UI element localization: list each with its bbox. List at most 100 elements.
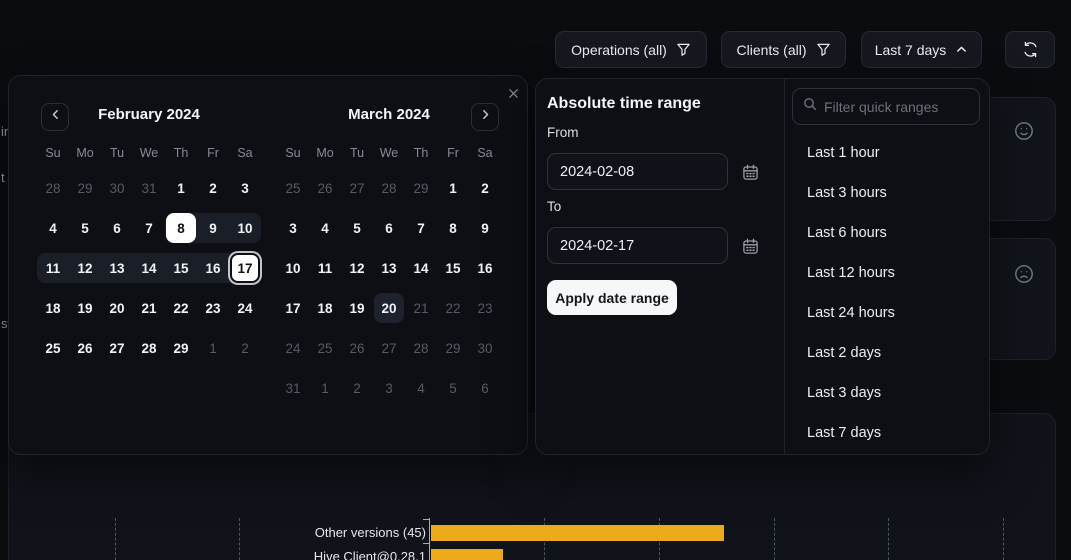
day-number: 27 xyxy=(349,180,365,196)
quick-range-item[interactable]: Last 3 days xyxy=(807,385,882,401)
day-grid: 28 29 30 31 1 2 3 4 5 6 7 8 9 10 11 12 13 14 15 16 17 18 19 20 2… xyxy=(37,168,261,368)
day-cell[interactable]: 4 xyxy=(309,208,341,248)
day-cell[interactable]: 15 xyxy=(437,248,469,288)
gridline xyxy=(115,518,116,560)
refresh-button[interactable] xyxy=(1005,31,1055,68)
day-cell[interactable]: 23 xyxy=(197,288,229,328)
day-number: 2 xyxy=(241,340,249,356)
to-label: To xyxy=(547,199,562,214)
day-cell[interactable]: 3 xyxy=(229,168,261,208)
day-cell[interactable]: 7 xyxy=(405,208,437,248)
from-date-input[interactable] xyxy=(547,153,728,190)
day-number: 2 xyxy=(481,180,489,196)
day-cell[interactable]: 4 xyxy=(37,208,69,248)
day-cell: 6 xyxy=(469,368,501,408)
clients-filter-button[interactable]: Clients (all) xyxy=(721,31,846,68)
day-cell[interactable]: 2 xyxy=(197,168,229,208)
day-number: 21 xyxy=(413,300,429,316)
day-cell[interactable]: 20 xyxy=(101,288,133,328)
quick-range-item[interactable]: Last 24 hours xyxy=(807,305,895,321)
day-cell[interactable]: 14 xyxy=(133,248,165,288)
weekday-label: Sa xyxy=(477,146,493,160)
day-number: 16 xyxy=(205,260,221,276)
day-cell[interactable]: 3 xyxy=(277,208,309,248)
day-cell[interactable]: 25 xyxy=(37,328,69,368)
day-cell[interactable]: 18 xyxy=(37,288,69,328)
day-cell[interactable]: 8 xyxy=(437,208,469,248)
quick-range-item[interactable]: Last 1 hour xyxy=(807,145,880,161)
filter-quick-ranges-input[interactable] xyxy=(824,98,969,115)
day-cell[interactable]: 17 xyxy=(277,288,309,328)
day-cell[interactable]: 28 xyxy=(133,328,165,368)
day-cell[interactable]: 19 xyxy=(69,288,101,328)
day-number: 8 xyxy=(166,213,196,243)
day-cell[interactable]: 27 xyxy=(101,328,133,368)
day-cell[interactable]: 12 xyxy=(69,248,101,288)
day-number: 1 xyxy=(449,180,457,196)
day-cell[interactable]: 5 xyxy=(69,208,101,248)
day-cell[interactable]: 20 xyxy=(373,288,405,328)
day-number: 23 xyxy=(477,300,493,316)
quick-range-item[interactable]: Last 6 hours xyxy=(807,225,887,241)
day-cell[interactable]: 22 xyxy=(165,288,197,328)
quick-range-item[interactable]: Last 12 hours xyxy=(807,265,895,281)
day-cell[interactable]: 5 xyxy=(341,208,373,248)
weekday-label: Th xyxy=(413,146,429,160)
day-cell: 2 xyxy=(341,368,373,408)
gridline xyxy=(774,518,775,560)
day-cell[interactable]: 6 xyxy=(373,208,405,248)
next-month-button[interactable] xyxy=(471,103,499,131)
day-cell[interactable]: 29 xyxy=(165,328,197,368)
day-cell[interactable]: 11 xyxy=(309,248,341,288)
quick-range-item[interactable]: Last 3 hours xyxy=(807,185,887,201)
day-cell[interactable]: 6 xyxy=(101,208,133,248)
day-cell[interactable]: 10 xyxy=(277,248,309,288)
day-cell[interactable]: 13 xyxy=(373,248,405,288)
day-cell: 30 xyxy=(101,168,133,208)
day-cell[interactable]: 26 xyxy=(69,328,101,368)
clipped-text-fragment: in xyxy=(1,124,12,139)
day-cell[interactable]: 21 xyxy=(133,288,165,328)
day-cell[interactable]: 16 xyxy=(197,248,229,288)
close-icon[interactable] xyxy=(505,85,521,101)
day-number: 26 xyxy=(77,340,93,356)
day-cell[interactable]: 15 xyxy=(165,248,197,288)
day-cell[interactable]: 12 xyxy=(341,248,373,288)
quick-range-item[interactable]: Last 2 days xyxy=(807,345,882,361)
calendar-icon[interactable] xyxy=(739,235,761,257)
day-number: 19 xyxy=(349,300,365,316)
day-cell[interactable]: 9 xyxy=(469,208,501,248)
day-cell[interactable]: 17 xyxy=(229,248,261,288)
day-cell[interactable]: 14 xyxy=(405,248,437,288)
day-cell[interactable]: 13 xyxy=(101,248,133,288)
operations-filter-button[interactable]: Operations (all) xyxy=(555,31,707,68)
range-band xyxy=(133,253,165,283)
day-number: 25 xyxy=(285,180,301,196)
calendar-month-march: Su Mo Tu We Th Fr Sa 25 26 27 28 29 1 2 3 4 5 6 7 8 9 10 11 12… xyxy=(277,141,501,408)
day-cell[interactable]: 7 xyxy=(133,208,165,248)
day-number: 12 xyxy=(77,260,93,276)
weekday-header: Su Mo Tu We Th Fr Sa xyxy=(277,141,501,165)
day-cell[interactable]: 24 xyxy=(229,288,261,328)
chart-y-axis xyxy=(429,518,430,560)
day-cell[interactable]: 1 xyxy=(165,168,197,208)
to-date-input[interactable] xyxy=(547,227,728,264)
day-cell[interactable]: 11 xyxy=(37,248,69,288)
day-cell[interactable]: 1 xyxy=(437,168,469,208)
previous-month-button[interactable] xyxy=(41,103,69,131)
day-cell[interactable]: 16 xyxy=(469,248,501,288)
quick-range-item[interactable]: Last 7 days xyxy=(807,425,882,441)
day-cell[interactable]: 18 xyxy=(309,288,341,328)
axis-tick xyxy=(423,543,429,544)
day-number: 27 xyxy=(381,340,397,356)
day-cell[interactable]: 8 xyxy=(165,208,197,248)
time-range-dropdown-button[interactable]: Last 7 days xyxy=(861,31,982,68)
day-number: 8 xyxy=(449,220,457,236)
day-cell[interactable]: 2 xyxy=(469,168,501,208)
day-cell[interactable]: 9 xyxy=(197,208,229,248)
day-cell[interactable]: 10 xyxy=(229,208,261,248)
calendar-icon[interactable] xyxy=(739,161,761,183)
day-number: 5 xyxy=(353,220,361,236)
apply-date-range-button[interactable]: Apply date range xyxy=(547,280,677,315)
day-cell[interactable]: 19 xyxy=(341,288,373,328)
